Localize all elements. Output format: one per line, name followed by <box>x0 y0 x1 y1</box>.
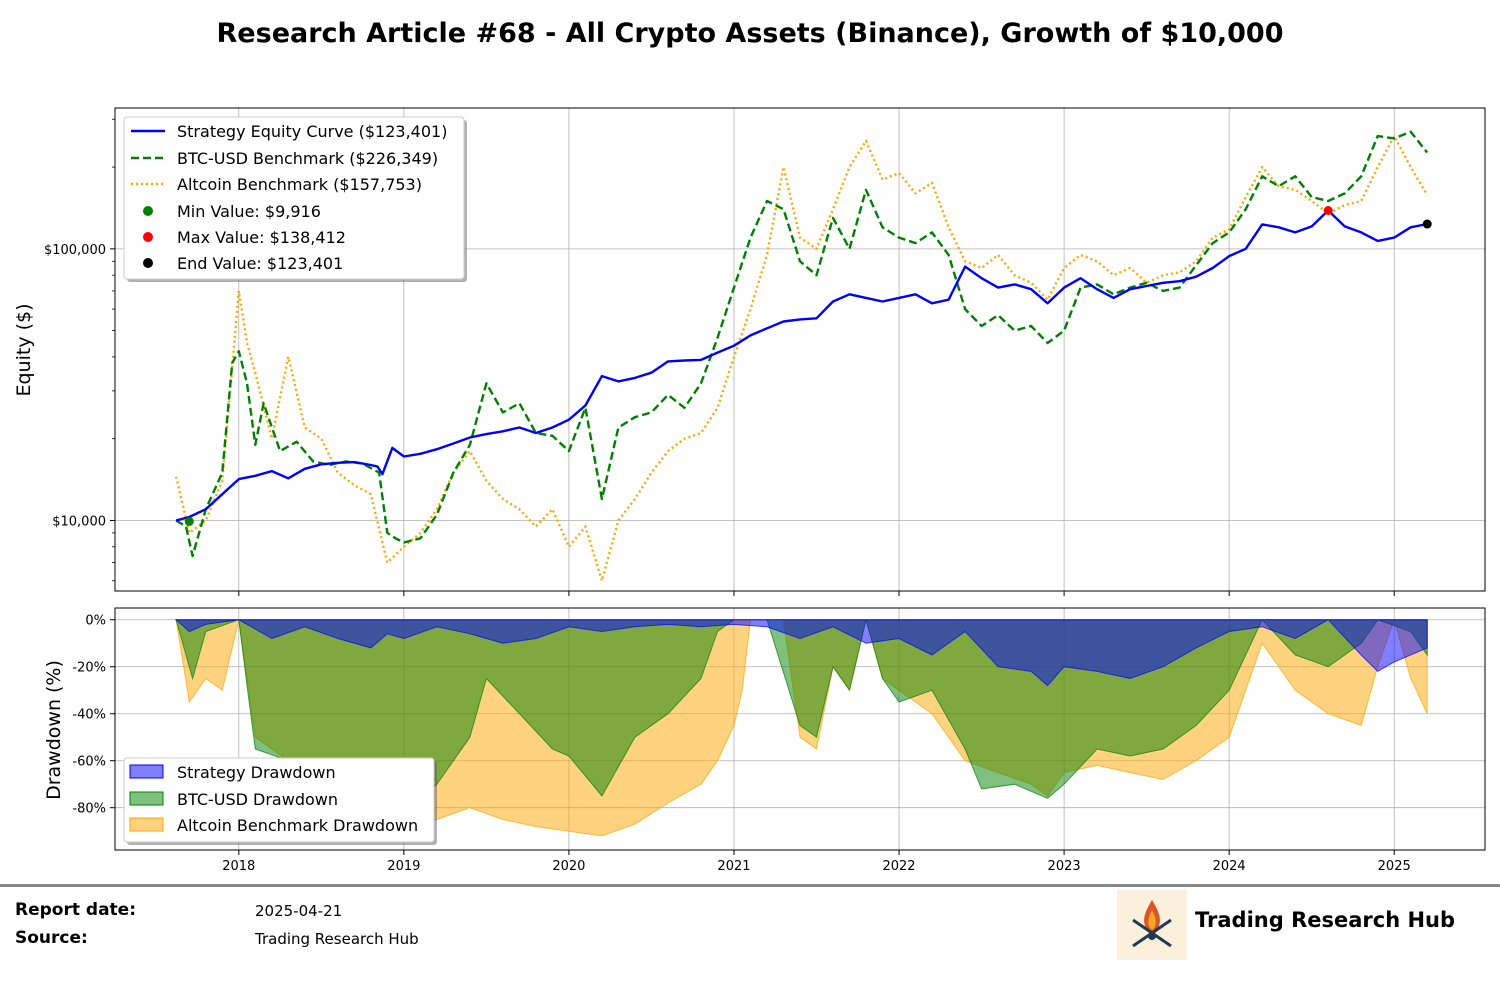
legend-btc-dd-label: BTC-USD Drawdown <box>177 790 338 809</box>
legend-strategy-label: Strategy Equity Curve ($123,401) <box>177 122 447 141</box>
x-tick-label: 2022 <box>882 859 915 874</box>
legend-end-marker <box>143 258 153 268</box>
x-tick-label: 2021 <box>717 859 750 874</box>
equity-y-tick-label: $10,000 <box>52 514 106 529</box>
drawdown-plot-frame <box>114 607 1486 851</box>
altcoin-benchmark-line <box>174 134 1429 582</box>
legend-max-label: Max Value: $138,412 <box>177 228 346 247</box>
legend-end-label: End Value: $123,401 <box>177 254 343 273</box>
legend-btc-dd-swatch <box>129 791 164 806</box>
source-label: Source: <box>15 928 88 948</box>
equity-y-tick-label: $100,000 <box>44 243 106 258</box>
drawdown-y-tick-label: -40% <box>72 708 106 723</box>
report-date-label: Report date: <box>15 900 136 920</box>
max-value-marker <box>1323 205 1333 215</box>
x-tick-label: 2019 <box>387 859 420 874</box>
legend-altcoin-dd-label: Altcoin Benchmark Drawdown <box>177 816 418 835</box>
legend-min-label: Min Value: $9,916 <box>177 202 321 221</box>
x-axis-ticks: 2018 2019 2020 2021 2022 2023 2024 2025 <box>222 591 1411 874</box>
drawdown-y-tick-label: -80% <box>72 802 106 817</box>
drawdown-y-tick-label: -60% <box>72 755 106 770</box>
equity-plot-frame <box>114 107 1486 592</box>
legend-strategy-dd-swatch <box>129 764 164 779</box>
strategy-drawdown-area <box>174 619 1428 687</box>
x-tick-label: 2024 <box>1213 859 1246 874</box>
drawdown-y-tick-label: 0% <box>85 614 106 629</box>
min-value-marker <box>184 516 194 526</box>
drawdown-series <box>174 618 1428 837</box>
strategy-equity-line <box>175 209 1428 522</box>
x-tick-label: 2020 <box>552 859 585 874</box>
brand-logo-icon <box>1117 890 1187 960</box>
end-value-marker <box>1422 219 1432 229</box>
x-tick-label: 2018 <box>222 859 255 874</box>
legend-altcoin-label: Altcoin Benchmark ($157,753) <box>177 175 422 194</box>
x-tick-label: 2025 <box>1378 859 1411 874</box>
chart-title: Research Article #68 - All Crypto Assets… <box>217 18 1284 49</box>
legend-btc-label: BTC-USD Benchmark ($226,349) <box>177 149 438 168</box>
footer-divider <box>0 884 1500 887</box>
legend-min-marker <box>143 206 153 216</box>
btc-benchmark-line <box>175 130 1429 558</box>
drawdown-legend: Strategy Drawdown BTC-USD Drawdown Altco… <box>123 757 437 845</box>
legend-max-marker <box>143 232 153 242</box>
equity-series <box>174 130 1429 582</box>
equity-y-axis-label: Equity ($) <box>13 303 35 396</box>
report-date-value: 2025-04-21 <box>255 902 343 920</box>
drawdown-y-axis-label: Drawdown (%) <box>43 660 65 800</box>
equity-y-ticks: $10,000 $100,000 <box>44 118 115 582</box>
legend-altcoin-dd-swatch <box>129 817 164 832</box>
legend-strategy-dd-label: Strategy Drawdown <box>177 763 336 782</box>
drawdown-y-tick-label: -20% <box>72 661 106 676</box>
drawdown-y-ticks: 0% -20% -40% -60% -80% <box>72 614 115 817</box>
equity-legend: Strategy Equity Curve ($123,401) BTC-USD… <box>123 116 467 282</box>
source-value: Trading Research Hub <box>255 930 419 948</box>
equity-markers <box>184 205 1432 526</box>
brand-name: Trading Research Hub <box>1195 908 1456 932</box>
x-tick-label: 2023 <box>1048 859 1081 874</box>
chart: Research Article #68 - All Crypto Assets… <box>13 18 1486 874</box>
